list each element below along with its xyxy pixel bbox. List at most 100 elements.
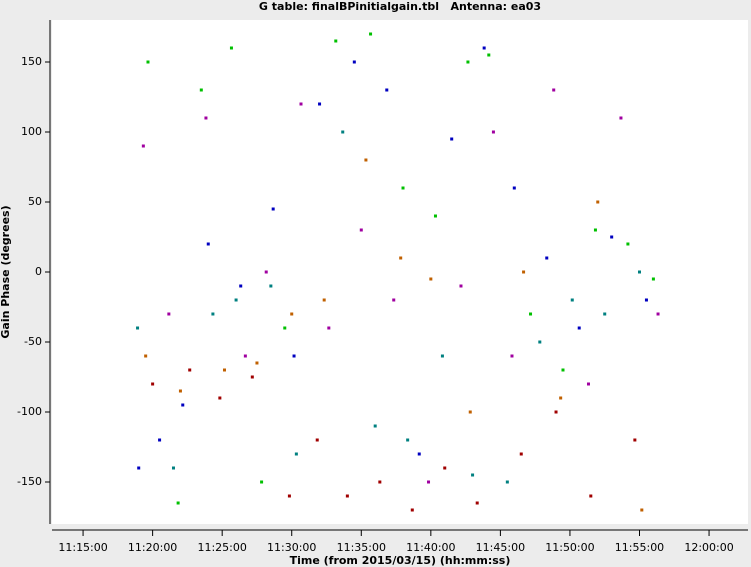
point bbox=[554, 410, 558, 414]
point bbox=[459, 284, 463, 288]
x-tick-label: 11:15:00 bbox=[58, 541, 107, 554]
point bbox=[264, 270, 268, 274]
y-tick-label: 0 bbox=[35, 265, 42, 278]
x-tick-label: 11:40:00 bbox=[406, 541, 455, 554]
point bbox=[538, 340, 542, 344]
y-tick-label: -50 bbox=[24, 335, 42, 348]
point bbox=[510, 354, 514, 358]
point bbox=[545, 256, 549, 260]
point bbox=[385, 88, 389, 92]
y-tick-label: -150 bbox=[17, 475, 42, 488]
point bbox=[429, 277, 433, 281]
x-axis-label: Time (from 2015/03/15) (hh:mm:ss) bbox=[290, 554, 511, 567]
point bbox=[610, 235, 614, 239]
point bbox=[158, 438, 162, 442]
point bbox=[656, 312, 660, 316]
point bbox=[482, 46, 486, 50]
point bbox=[577, 326, 581, 330]
point bbox=[522, 270, 526, 274]
point bbox=[450, 137, 454, 141]
point bbox=[239, 284, 243, 288]
point bbox=[369, 32, 373, 36]
point bbox=[345, 494, 349, 498]
point bbox=[640, 508, 644, 512]
point bbox=[204, 116, 208, 120]
x-tick-label: 11:20:00 bbox=[128, 541, 177, 554]
point bbox=[378, 480, 382, 484]
point bbox=[443, 466, 447, 470]
point bbox=[341, 130, 345, 134]
point bbox=[373, 424, 377, 428]
point bbox=[596, 200, 600, 204]
x-tick-label: 11:25:00 bbox=[197, 541, 246, 554]
point bbox=[137, 466, 141, 470]
point bbox=[206, 242, 210, 246]
plot-area bbox=[52, 20, 748, 524]
point bbox=[287, 494, 291, 498]
point bbox=[491, 130, 495, 134]
point bbox=[619, 116, 623, 120]
point bbox=[290, 312, 294, 316]
point bbox=[651, 277, 655, 281]
y-tick-label: -100 bbox=[17, 405, 42, 418]
point bbox=[359, 228, 363, 232]
point bbox=[603, 312, 607, 316]
point bbox=[466, 60, 470, 64]
point bbox=[644, 298, 648, 302]
chart-title: G table: finalBPinitialgain.tbl Antenna:… bbox=[259, 0, 541, 13]
x-tick-label: 11:55:00 bbox=[615, 541, 664, 554]
point bbox=[250, 375, 254, 379]
point bbox=[294, 452, 298, 456]
point bbox=[151, 382, 155, 386]
point bbox=[315, 438, 319, 442]
point bbox=[487, 53, 491, 57]
point bbox=[433, 214, 437, 218]
point bbox=[471, 473, 475, 477]
point bbox=[322, 298, 326, 302]
y-tick-label: 150 bbox=[21, 55, 42, 68]
point bbox=[327, 326, 331, 330]
point bbox=[144, 354, 148, 358]
point bbox=[171, 466, 175, 470]
y-tick-label: 50 bbox=[28, 195, 42, 208]
point bbox=[570, 298, 574, 302]
x-tick-label: 11:35:00 bbox=[337, 541, 386, 554]
point bbox=[188, 368, 192, 372]
point bbox=[318, 102, 322, 106]
point bbox=[271, 207, 275, 211]
point bbox=[505, 480, 509, 484]
x-tick-label: 11:50:00 bbox=[545, 541, 594, 554]
point bbox=[512, 186, 516, 190]
y-axis-label: Gain Phase (degrees) bbox=[0, 205, 12, 338]
point bbox=[364, 158, 368, 162]
point bbox=[427, 480, 431, 484]
point bbox=[401, 186, 405, 190]
point bbox=[593, 228, 597, 232]
point bbox=[269, 284, 273, 288]
point bbox=[552, 88, 556, 92]
point bbox=[561, 368, 565, 372]
point bbox=[334, 39, 338, 43]
point bbox=[637, 270, 641, 274]
point bbox=[586, 382, 590, 386]
point bbox=[475, 501, 479, 505]
point bbox=[146, 60, 150, 64]
y-tick-label: 100 bbox=[21, 125, 42, 138]
point bbox=[218, 396, 222, 400]
point bbox=[406, 438, 410, 442]
point bbox=[136, 326, 140, 330]
point bbox=[243, 354, 247, 358]
point bbox=[176, 501, 180, 505]
point bbox=[410, 508, 414, 512]
point bbox=[417, 452, 421, 456]
x-tick-label: 11:30:00 bbox=[267, 541, 316, 554]
point bbox=[229, 46, 233, 50]
point bbox=[292, 354, 296, 358]
x-tick-label: 12:00:00 bbox=[684, 541, 733, 554]
point bbox=[181, 403, 185, 407]
point bbox=[589, 494, 593, 498]
point bbox=[468, 410, 472, 414]
point bbox=[260, 480, 264, 484]
point bbox=[211, 312, 215, 316]
